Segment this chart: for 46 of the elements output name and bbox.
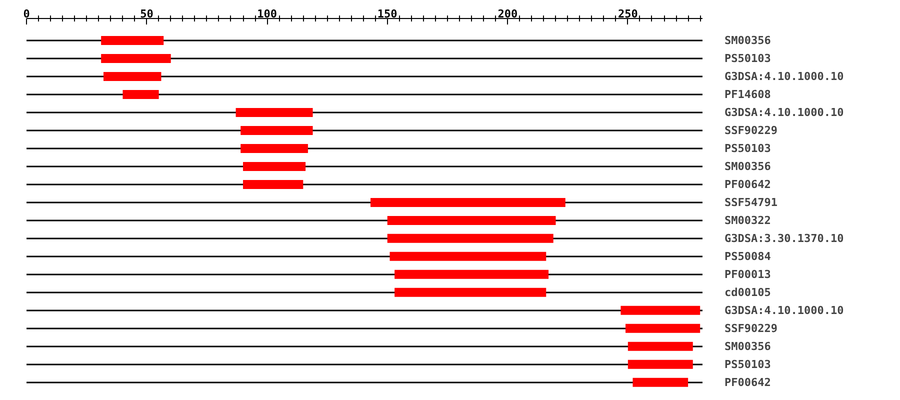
x-tick-label: 200 (498, 8, 518, 20)
x-tick-label: 100 (257, 8, 278, 20)
bar (628, 360, 693, 369)
y-tick-label: G3DSA:4.10.1000.10 (724, 304, 844, 317)
y-tick-label: PS50084 (724, 250, 772, 263)
y-tick-label: SSF90229 (724, 124, 778, 137)
bar (240, 144, 308, 153)
y-tick-label: PF00013 (724, 268, 771, 281)
bar (628, 342, 693, 351)
bar (103, 72, 162, 81)
bar (390, 252, 546, 261)
bar (626, 324, 700, 333)
y-tick-label: G3DSA:4.10.1000.10 (724, 70, 844, 83)
x-tick-label: 250 (618, 8, 638, 20)
y-tick-label: SM00356 (724, 34, 772, 47)
bar (240, 126, 313, 135)
y-tick-label: PF14608 (724, 88, 771, 101)
y-tick-label: SM00356 (724, 160, 772, 173)
bar (122, 90, 159, 99)
y-tick-label: cd00105 (724, 286, 771, 299)
bar (243, 180, 304, 189)
y-tick-label: SSF54791 (724, 196, 778, 209)
bar (101, 36, 164, 45)
y-tick-label: PS50103 (724, 52, 771, 65)
x-tick-label: 50 (140, 8, 154, 20)
y-tick-label: G3DSA:3.30.1370.10 (724, 232, 844, 245)
y-tick-label: PF00642 (724, 178, 771, 191)
bar (101, 54, 171, 63)
y-tick-label: PF00642 (724, 376, 771, 389)
x-tick-label: 150 (377, 8, 398, 20)
bar (387, 234, 554, 243)
y-tick-label: SSF90229 (724, 322, 778, 335)
x-tick-label: 0 (23, 8, 30, 20)
bar (370, 198, 566, 207)
y-tick-label: PS50103 (724, 142, 771, 155)
bar (394, 288, 546, 297)
bar (243, 162, 306, 171)
y-tick-label: SM00356 (724, 340, 772, 353)
bar (620, 306, 700, 315)
bar (236, 108, 313, 117)
bar (632, 378, 688, 387)
y-tick-label: SM00322 (724, 214, 771, 227)
y-tick-label: G3DSA:4.10.1000.10 (724, 106, 844, 119)
bar (394, 270, 549, 279)
y-tick-label: PS50103 (724, 358, 771, 371)
bar (387, 216, 556, 225)
